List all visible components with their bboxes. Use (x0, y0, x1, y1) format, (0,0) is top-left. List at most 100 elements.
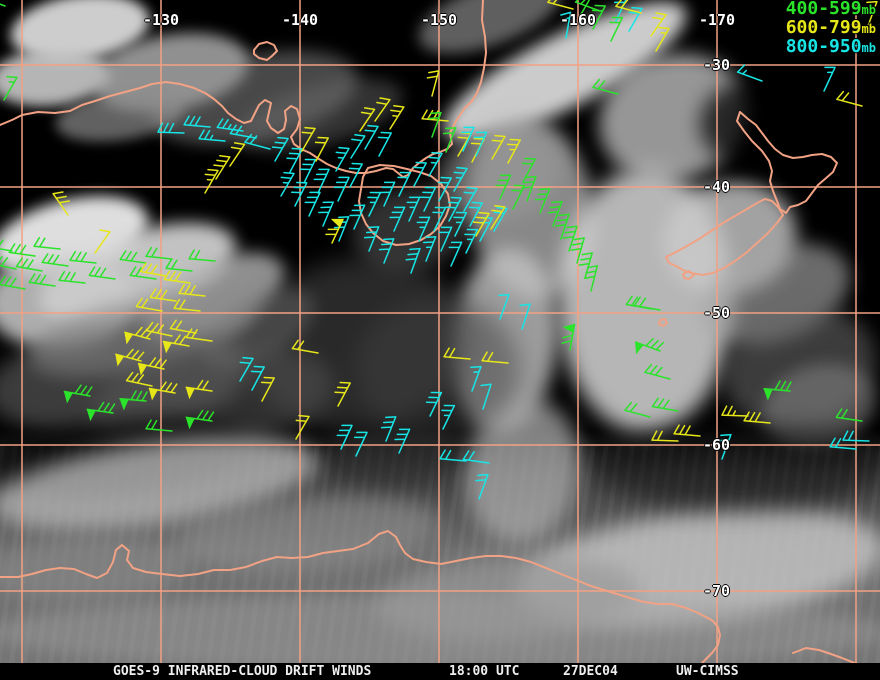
cloud-blob (355, 298, 520, 440)
wind-barb (584, 265, 599, 292)
wind-barb (15, 257, 43, 272)
legend-range: 800-950 (785, 36, 862, 57)
wind-barb (480, 383, 492, 410)
wind-barb (397, 171, 412, 197)
wind-barb (823, 66, 836, 92)
wind-barb (578, 252, 593, 279)
wind-barb (442, 127, 457, 153)
wind-barb (0, 3, 6, 7)
cloud-blob (0, 595, 880, 663)
wind-barb (534, 188, 551, 214)
longitude-label: -130 (142, 11, 180, 29)
wind-barb (428, 111, 442, 138)
wind-barb (378, 238, 395, 264)
wind-barb (570, 237, 585, 264)
wind-barb (463, 186, 478, 212)
wind-barb (334, 381, 351, 407)
coastline-antarctica (0, 530, 721, 663)
wind-barb (244, 133, 271, 150)
wind-barb (119, 250, 147, 264)
wind-barb (592, 78, 619, 95)
wind-barb (394, 428, 411, 454)
wind-barb (280, 171, 295, 197)
wind-barb (185, 328, 213, 342)
wind-barb (560, 11, 572, 39)
wind-barb (229, 124, 257, 139)
wind-barb (185, 409, 215, 422)
wind-barb (842, 430, 870, 442)
legend-range: 400-599 (785, 0, 862, 19)
wind-barb (493, 206, 508, 232)
legend-row-800-950: 800-950mb (786, 38, 876, 57)
longitude-label: -140 (281, 11, 319, 29)
wind-barb (291, 181, 308, 207)
caption-source: UW-CIMSS (676, 664, 739, 679)
wind-barb (472, 211, 490, 237)
wind-barb (367, 191, 382, 217)
wind-barb (721, 405, 749, 417)
wind-barb (736, 64, 763, 82)
map-overlay (0, 0, 880, 663)
wind-barb (139, 262, 167, 277)
wind-barb (591, 4, 606, 30)
wind-barb (379, 181, 396, 207)
wind-barb (473, 131, 488, 157)
wind-barb (421, 109, 449, 122)
wind-barb (198, 129, 226, 142)
caption-time: 18:00 UTC (449, 664, 520, 679)
wind-barb (145, 419, 173, 432)
coastline-kangaroo-island (253, 41, 278, 61)
wind-barb (52, 191, 70, 216)
wind-barb (125, 371, 153, 387)
wind-barb (615, 0, 642, 14)
wind-barb (318, 201, 334, 227)
wind-barb (519, 303, 531, 330)
wind-barb (419, 186, 437, 212)
wind-barb (448, 241, 463, 267)
wind-barb (3, 75, 18, 101)
wind-barb (119, 390, 148, 402)
wind-barb (0, 256, 17, 270)
wind-barb (213, 154, 231, 180)
wind-barb (673, 424, 701, 437)
wind-barb (491, 134, 506, 160)
wind-barb (829, 437, 857, 450)
wind-barb (185, 379, 213, 392)
wind-barb (547, 0, 574, 10)
caption-date: 27DEC04 (563, 664, 618, 679)
wind-barb (33, 236, 61, 250)
wind-barb (157, 122, 185, 134)
wind-barb (149, 288, 177, 302)
latitude-label: -70 (703, 582, 731, 600)
wind-barb (498, 293, 510, 320)
coastline-small-island (658, 318, 668, 327)
wind-barb (718, 433, 732, 460)
wind-barb (389, 104, 405, 130)
wind-barb (115, 348, 145, 362)
legend-row-400-599: 400-599mb (786, 0, 876, 19)
wind-barb (574, 0, 601, 12)
wind-barb (425, 391, 443, 417)
wind-barb (325, 218, 344, 244)
wind-barb (377, 131, 392, 157)
wind-barb (313, 168, 330, 194)
wind-barb (651, 430, 679, 442)
wind-barb (609, 16, 624, 42)
wind-barb (88, 266, 116, 280)
wind-barb (561, 323, 576, 351)
wind-barb (299, 158, 317, 184)
wind-barb (291, 339, 319, 354)
wind-barb (426, 70, 440, 97)
wind-barb (412, 161, 427, 187)
wind-barb (137, 357, 167, 370)
wind-barb (94, 229, 111, 254)
wind-barb (460, 126, 475, 152)
wind-barb (349, 204, 366, 230)
wind-barb (336, 424, 353, 450)
wind-barb (624, 401, 651, 418)
wind-barb (763, 380, 792, 392)
wind-barb (69, 250, 97, 264)
wind-barb (389, 206, 406, 232)
wind-barb (145, 246, 173, 260)
latitude-label: -40 (703, 178, 731, 196)
